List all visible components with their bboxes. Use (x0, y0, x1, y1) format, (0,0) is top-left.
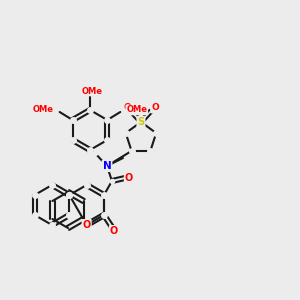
Text: OMe: OMe (82, 86, 103, 95)
Text: O: O (110, 226, 118, 236)
Text: O: O (151, 103, 159, 112)
Text: O: O (82, 220, 91, 230)
Text: S: S (137, 117, 145, 127)
Text: N: N (103, 161, 111, 171)
Text: OMe: OMe (126, 106, 147, 115)
Text: O: O (125, 173, 133, 183)
Text: OMe: OMe (33, 106, 54, 115)
Text: O: O (123, 103, 131, 112)
